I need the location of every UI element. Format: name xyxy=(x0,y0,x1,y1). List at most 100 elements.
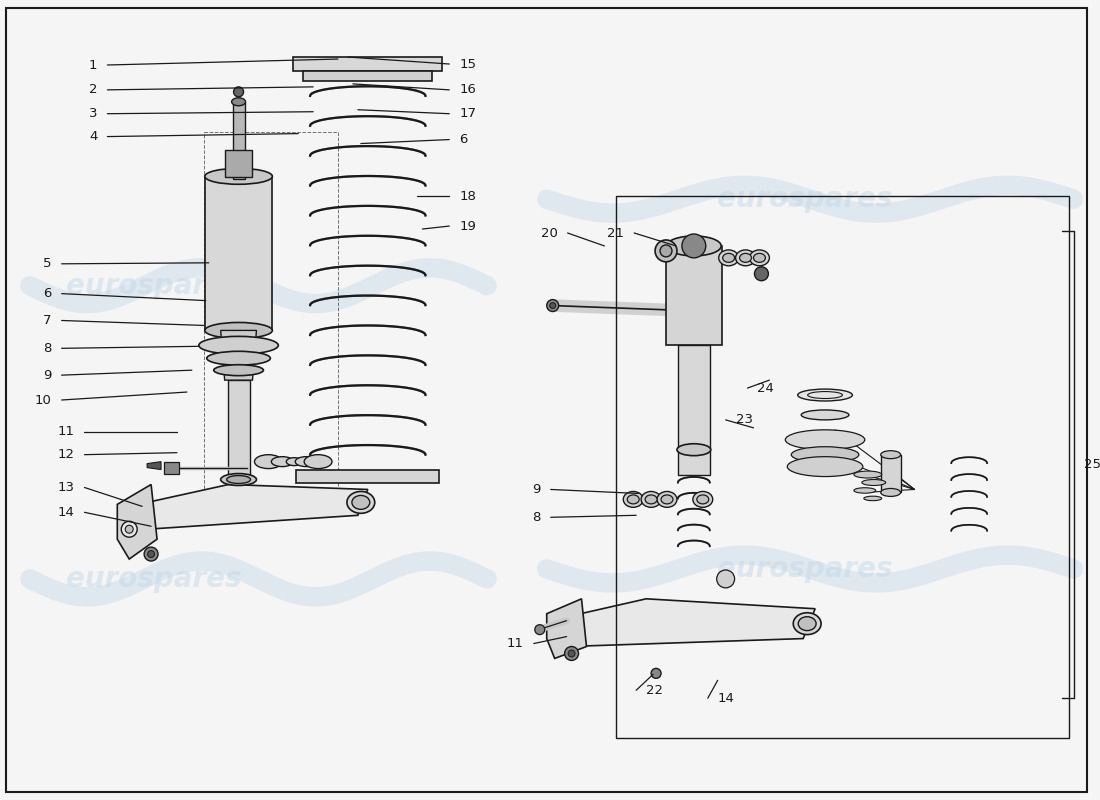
Ellipse shape xyxy=(788,457,862,477)
Ellipse shape xyxy=(645,495,657,504)
Text: 10: 10 xyxy=(35,394,52,406)
Ellipse shape xyxy=(305,454,332,469)
Text: 4: 4 xyxy=(89,130,98,143)
Ellipse shape xyxy=(207,351,271,366)
Ellipse shape xyxy=(854,488,876,493)
Circle shape xyxy=(121,522,138,537)
Ellipse shape xyxy=(799,617,816,630)
Polygon shape xyxy=(118,485,157,559)
Ellipse shape xyxy=(854,471,882,478)
Circle shape xyxy=(755,266,769,281)
Text: 14: 14 xyxy=(717,692,735,705)
Text: 9: 9 xyxy=(532,483,541,496)
Ellipse shape xyxy=(739,254,751,262)
Ellipse shape xyxy=(221,474,256,486)
Text: 8: 8 xyxy=(43,342,52,355)
Ellipse shape xyxy=(661,495,673,504)
Text: 23: 23 xyxy=(736,414,752,426)
Ellipse shape xyxy=(693,491,713,507)
Polygon shape xyxy=(547,599,586,658)
Text: 21: 21 xyxy=(607,226,625,239)
Circle shape xyxy=(717,570,735,588)
Text: 11: 11 xyxy=(57,426,75,438)
Ellipse shape xyxy=(723,254,735,262)
Ellipse shape xyxy=(754,254,766,262)
Ellipse shape xyxy=(736,250,756,266)
Ellipse shape xyxy=(346,491,375,514)
Text: 14: 14 xyxy=(57,506,75,519)
Ellipse shape xyxy=(657,491,676,507)
Ellipse shape xyxy=(864,496,882,501)
Ellipse shape xyxy=(286,458,302,466)
Ellipse shape xyxy=(232,98,245,106)
Text: 6: 6 xyxy=(43,287,52,300)
Text: 24: 24 xyxy=(758,382,774,394)
Text: 19: 19 xyxy=(459,219,476,233)
Bar xyxy=(164,462,179,474)
Ellipse shape xyxy=(205,168,273,184)
Text: 6: 6 xyxy=(459,133,468,146)
Ellipse shape xyxy=(801,410,849,420)
Bar xyxy=(205,176,273,330)
Text: 2: 2 xyxy=(89,83,98,96)
Circle shape xyxy=(564,646,579,661)
Text: 7: 7 xyxy=(43,314,52,327)
Text: eurospares: eurospares xyxy=(66,272,242,300)
Text: 25: 25 xyxy=(1084,458,1100,471)
Ellipse shape xyxy=(227,475,251,483)
Polygon shape xyxy=(147,462,161,470)
Ellipse shape xyxy=(641,491,661,507)
Bar xyxy=(678,346,710,474)
Bar xyxy=(616,196,1068,738)
Circle shape xyxy=(660,245,672,257)
Bar xyxy=(296,470,439,483)
Ellipse shape xyxy=(254,454,283,469)
Text: 22: 22 xyxy=(646,684,663,697)
Ellipse shape xyxy=(785,430,865,450)
Ellipse shape xyxy=(798,389,852,401)
Circle shape xyxy=(547,300,559,311)
Ellipse shape xyxy=(881,489,901,497)
Circle shape xyxy=(550,302,556,309)
Circle shape xyxy=(651,668,661,678)
Text: 16: 16 xyxy=(459,83,476,96)
Polygon shape xyxy=(129,485,367,530)
Ellipse shape xyxy=(627,495,639,504)
Text: 12: 12 xyxy=(57,448,75,461)
Circle shape xyxy=(568,650,575,657)
Circle shape xyxy=(233,87,243,97)
Ellipse shape xyxy=(861,479,886,486)
Circle shape xyxy=(682,234,706,258)
Text: 20: 20 xyxy=(541,226,558,239)
Circle shape xyxy=(125,526,133,534)
Ellipse shape xyxy=(213,365,263,376)
Circle shape xyxy=(144,547,158,561)
Bar xyxy=(666,246,722,346)
Text: eurospares: eurospares xyxy=(717,186,893,214)
Ellipse shape xyxy=(272,457,294,466)
Text: 15: 15 xyxy=(459,58,476,70)
Ellipse shape xyxy=(881,450,901,458)
Ellipse shape xyxy=(205,322,273,338)
Circle shape xyxy=(535,625,544,634)
Text: 1: 1 xyxy=(89,58,98,71)
Text: eurospares: eurospares xyxy=(66,565,242,593)
Ellipse shape xyxy=(667,236,722,256)
Bar xyxy=(881,454,901,493)
Text: 3: 3 xyxy=(89,107,98,120)
Polygon shape xyxy=(559,599,815,646)
Circle shape xyxy=(147,550,155,558)
Bar xyxy=(294,57,442,71)
Ellipse shape xyxy=(749,250,769,266)
Polygon shape xyxy=(221,330,256,380)
Text: 17: 17 xyxy=(459,107,476,120)
Circle shape xyxy=(656,240,676,262)
Bar xyxy=(228,380,250,479)
Ellipse shape xyxy=(624,491,644,507)
Text: 11: 11 xyxy=(507,637,524,650)
Ellipse shape xyxy=(718,250,738,266)
Ellipse shape xyxy=(352,495,370,510)
Text: 5: 5 xyxy=(43,258,52,270)
Ellipse shape xyxy=(199,336,278,354)
Text: 18: 18 xyxy=(459,190,476,202)
